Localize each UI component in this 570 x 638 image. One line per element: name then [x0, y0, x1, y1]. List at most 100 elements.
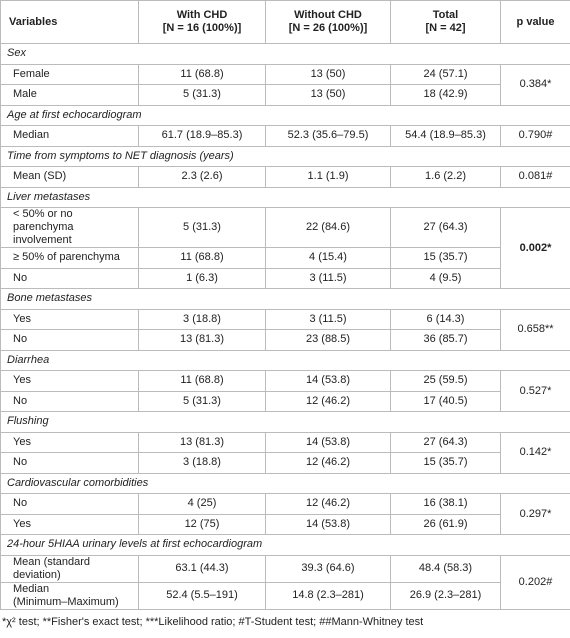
section-title: Time from symptoms to NET diagnosis (yea… [0, 145, 570, 167]
text-line: Median [13, 129, 50, 142]
value-cell: 14.8 (2.3–281) [265, 581, 391, 610]
value-cell: 1.6 (2.2) [390, 166, 501, 188]
section-row: Age at first echocardiogram [0, 104, 570, 126]
value-cell: 52.4 (5.5–191) [138, 581, 266, 610]
value-cell: 17 (40.5) [390, 390, 501, 412]
value-cell: 5 (31.3) [138, 390, 266, 412]
value-cell: 11 (68.8) [138, 63, 266, 85]
row-label: Female [0, 63, 139, 85]
value-cell: 39.3 (64.6) [265, 554, 391, 583]
p-value: 0.142* [500, 431, 570, 474]
row-label: No [0, 329, 139, 351]
section-row: Time from symptoms to NET diagnosis (yea… [0, 145, 570, 167]
section-title: Diarrhea [0, 349, 570, 371]
p-value: 0.384* [500, 63, 570, 106]
text-line: No [13, 394, 28, 407]
section-row: Sex [0, 43, 570, 65]
text-line: Mean (standard deviation) [13, 555, 91, 581]
data-row: Median 61.7 (18.9–85.3) 52.3 (35.6–79.5) 54… [0, 125, 570, 147]
value-cell: 12 (75) [138, 513, 266, 535]
value-cell: 14 (53.8) [265, 370, 391, 392]
value-cell: 36 (85.7) [390, 329, 501, 351]
text-line: (Minimum–Maximum) [13, 595, 119, 608]
value-cell: 16 (38.1) [390, 493, 501, 515]
value-cell: 5 (31.3) [138, 84, 266, 106]
data-row: Yes 13 (81.3) 14 (53.8) 27 (64.3) 0.142* [0, 431, 570, 474]
data-row: No 13 (81.3) 23 (88.5) 36 (85.7) [0, 329, 570, 351]
data-row: Yes 11 (68.8) 14 (53.8) 25 (59.5) 0.527* [0, 370, 570, 412]
value-cell: 48.4 (58.3) [390, 554, 501, 583]
row-label: < 50% or no parenchyma involvement [0, 207, 139, 248]
value-cell: 26 (61.9) [390, 513, 501, 535]
text-line: No [13, 456, 28, 469]
row-label: Mean (standard deviation) [0, 554, 139, 583]
value-cell: 1.1 (1.9) [265, 166, 391, 188]
value-cell: 18 (42.9) [390, 84, 501, 106]
text-line: With CHD [176, 9, 228, 21]
header-cell: Variables [0, 0, 139, 44]
section-title: Cardiovascular comorbidities [0, 472, 570, 494]
value-cell: 61.7 (18.9–85.3) [138, 125, 266, 147]
text-line: Without CHD [294, 9, 362, 21]
section-title: Flushing [0, 411, 570, 433]
value-cell: 3 (11.5) [265, 308, 391, 330]
row-label: Median [0, 125, 139, 147]
row-label: No [0, 390, 139, 412]
value-cell: 25 (59.5) [390, 370, 501, 392]
value-cell: 12 (46.2) [265, 390, 391, 412]
data-row: < 50% or no parenchyma involvement 5 (31.3… [0, 207, 570, 289]
row-label: Yes [0, 431, 139, 453]
value-cell: 11 (68.8) [138, 247, 266, 269]
table-body: Sex Female 11 (68.8) 13 (50) 24 (57.1) 0.384*… [0, 43, 570, 610]
text-line: Yes [13, 374, 31, 387]
value-cell: 24 (57.1) [390, 63, 501, 85]
value-cell: 3 (18.8) [138, 308, 266, 330]
text-line: Median [13, 582, 50, 595]
header-cell: p value [500, 0, 570, 44]
value-cell: 22 (84.6) [265, 207, 391, 248]
p-value: 0.790# [500, 125, 570, 147]
header-cell: With CHD [N = 16 (100%)] [138, 0, 266, 44]
data-row: Male 5 (31.3) 13 (50) 18 (42.9) [0, 84, 570, 106]
data-row: No 3 (18.8) 12 (46.2) 15 (35.7) [0, 452, 570, 474]
value-cell: 15 (35.7) [390, 247, 501, 269]
data-row: No 4 (25) 12 (46.2) 16 (38.1) 0.297* [0, 493, 570, 535]
text-line: [N = 16 (100%)] [162, 22, 242, 34]
text-line: Yes [13, 435, 31, 448]
section-row: 24-hour 5HIAA urinary levels at first ec… [0, 534, 570, 556]
value-cell: 54.4 (18.9–85.3) [390, 125, 501, 147]
data-row: No 5 (31.3) 12 (46.2) 17 (40.5) [0, 390, 570, 412]
section-row: Flushing [0, 411, 570, 433]
value-cell: 14 (53.8) [265, 513, 391, 535]
text-line: No [13, 333, 28, 346]
header-cell: Total [N = 42] [390, 0, 501, 44]
value-cell: 14 (53.8) [265, 431, 391, 453]
value-cell: 6 (14.3) [390, 308, 501, 330]
data-row: No 1 (6.3) 3 (11.5) 4 (9.5) [0, 267, 570, 289]
data-row: Median (Minimum–Maximum) 52.4 (5.5–191) 14.… [0, 581, 570, 610]
p-value: 0.527* [500, 370, 570, 412]
value-cell: 63.1 (44.3) [138, 554, 266, 583]
value-cell: 11 (68.8) [138, 370, 266, 392]
value-cell: 1 (6.3) [138, 267, 266, 289]
data-row: Mean (standard deviation) 63.1 (44.3) 39.3… [0, 554, 570, 610]
data-row: Mean (SD) 2.3 (2.6) 1.1 (1.9) 1.6 (2.2) 0.08… [0, 166, 570, 188]
text-line: involvement [13, 234, 72, 246]
row-label: No [0, 493, 139, 515]
text-line: Yes [13, 517, 31, 530]
header-cell: Without CHD [N = 26 (100%)] [265, 0, 391, 44]
value-cell: 3 (11.5) [265, 267, 391, 289]
text-line: Female [13, 67, 50, 80]
text-line: p value [516, 15, 555, 28]
value-cell: 4 (15.4) [265, 247, 391, 269]
value-cell: 13 (50) [265, 84, 391, 106]
data-row: ≥ 50% of parenchyma 11 (68.8) 4 (15.4) 15 (… [0, 247, 570, 269]
p-value: 0.002* [500, 207, 570, 289]
row-label: Mean (SD) [0, 166, 139, 188]
value-cell: 3 (18.8) [138, 452, 266, 474]
text-line: [N = 42] [425, 22, 466, 34]
value-cell: 5 (31.3) [138, 207, 266, 248]
section-row: Bone metastases [0, 288, 570, 310]
text-line: No [13, 271, 28, 284]
